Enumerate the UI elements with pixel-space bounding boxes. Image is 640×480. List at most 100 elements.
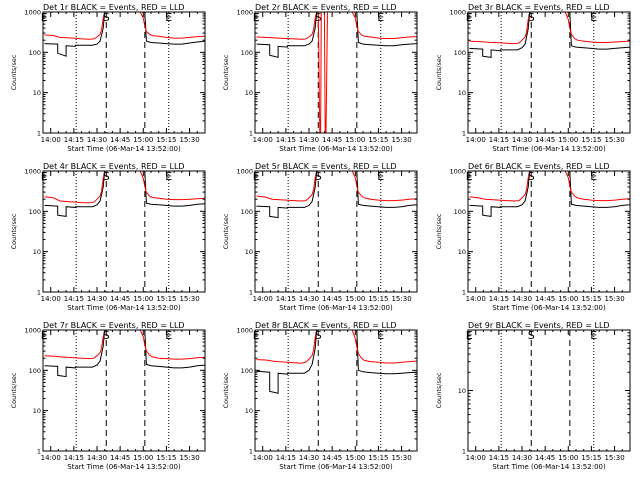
y-tick-label: 100 xyxy=(29,367,41,375)
y-tick-label: 100 xyxy=(29,208,41,216)
event-marker-s: S xyxy=(315,11,322,24)
x-axis-label: Start Time (06-Mar-14 13:52:00) xyxy=(492,463,606,471)
series-events-line xyxy=(469,171,630,217)
event-marker-s: S xyxy=(315,170,322,183)
event-marker-e: E xyxy=(253,11,260,24)
plot-frame xyxy=(467,11,631,134)
x-tick-label: 15:15 xyxy=(368,295,388,303)
series-lld-line xyxy=(44,171,205,204)
x-tick-label: 15:15 xyxy=(581,295,601,303)
y-tick-label: 10 xyxy=(33,89,41,97)
x-tick-label: 14:15 xyxy=(276,136,296,144)
x-tick-label: 15:15 xyxy=(156,295,176,303)
x-tick-label: 15:15 xyxy=(581,136,601,144)
x-tick-label: 14:45 xyxy=(322,454,342,462)
x-tick-label: 14:15 xyxy=(276,295,296,303)
y-tick-label: 10 xyxy=(33,407,41,415)
x-axis-label: Start Time (06-Mar-14 13:52:00) xyxy=(67,145,181,153)
y-axis-label: Counts/sec xyxy=(222,54,230,90)
x-tick-label: 15:15 xyxy=(156,136,176,144)
event-marker-s: S xyxy=(103,11,110,24)
y-tick-label: 100 xyxy=(241,367,253,375)
x-tick-label: 14:30 xyxy=(299,454,319,462)
event-marker-e: E xyxy=(377,170,384,183)
plot-frame xyxy=(42,11,206,134)
x-tick-label: 14:30 xyxy=(512,136,532,144)
x-axis-label: Start Time (06-Mar-14 13:52:00) xyxy=(279,304,393,312)
x-tick-label: 14:45 xyxy=(535,136,555,144)
x-tick-label: 14:30 xyxy=(299,136,319,144)
y-tick-label: 1 xyxy=(249,130,253,138)
x-axis-label: Start Time (06-Mar-14 13:52:00) xyxy=(279,463,393,471)
x-tick-label: 15:00 xyxy=(133,136,153,144)
x-axis-label: Start Time (06-Mar-14 13:52:00) xyxy=(67,463,181,471)
series-lld-line xyxy=(256,12,417,133)
x-tick-label: 14:00 xyxy=(466,454,486,462)
panel-title: Det 3r BLACK = Events, RED = LLD xyxy=(468,3,610,12)
y-tick-label: 10 xyxy=(245,89,253,97)
x-tick-label: 14:45 xyxy=(535,295,555,303)
plot-frame xyxy=(42,329,206,452)
x-tick-label: 14:00 xyxy=(253,454,273,462)
x-tick-label: 14:00 xyxy=(466,136,486,144)
y-tick-label: 1 xyxy=(462,130,466,138)
x-tick-label: 15:30 xyxy=(179,136,199,144)
event-marker-e: E xyxy=(41,170,48,183)
x-tick-label: 14:15 xyxy=(489,136,509,144)
event-marker-e: E xyxy=(466,11,473,24)
y-tick-label: 1 xyxy=(37,289,41,297)
y-tick-label: 1000 xyxy=(24,327,41,335)
event-marker-s: S xyxy=(315,329,322,342)
panel-8: Det 8r BLACK = Events, RED = LLD 14:00 14:… xyxy=(222,321,418,471)
event-marker-e: E xyxy=(253,329,260,342)
x-axis-label: Start Time (06-Mar-14 13:52:00) xyxy=(67,304,181,312)
series-events-line xyxy=(256,171,417,219)
y-tick-label: 10 xyxy=(245,248,253,256)
x-tick-label: 15:15 xyxy=(368,136,388,144)
x-tick-label: 14:45 xyxy=(322,136,342,144)
y-tick-label: 1000 xyxy=(449,168,466,176)
plot-frame xyxy=(254,170,418,293)
y-axis-label: Counts/sec xyxy=(435,213,443,249)
y-tick-label: 100 xyxy=(241,49,253,57)
x-tick-label: 15:15 xyxy=(368,454,388,462)
x-tick-label: 15:00 xyxy=(345,454,365,462)
event-marker-e: E xyxy=(466,170,473,183)
x-axis-label: Start Time (06-Mar-14 13:52:00) xyxy=(279,145,393,153)
panel-title: Det 2r BLACK = Events, RED = LLD xyxy=(255,3,397,12)
x-tick-label: 14:15 xyxy=(489,454,509,462)
y-axis-label: Counts/sec xyxy=(10,372,18,408)
y-tick-label: 1000 xyxy=(24,168,41,176)
x-tick-label: 15:30 xyxy=(391,295,411,303)
y-tick-label: 100 xyxy=(241,208,253,216)
y-tick-label: 10 xyxy=(458,89,466,97)
plot-frame xyxy=(42,170,206,293)
x-tick-label: 15:00 xyxy=(558,136,578,144)
event-marker-e: E xyxy=(165,329,172,342)
plot-frame xyxy=(467,170,631,293)
x-axis-label: Start Time (06-Mar-14 13:52:00) xyxy=(492,304,606,312)
event-marker-s: S xyxy=(103,170,110,183)
y-axis-label: Counts/sec xyxy=(222,372,230,408)
y-tick-label: 1 xyxy=(37,130,41,138)
event-marker-s: S xyxy=(528,11,535,24)
plot-frame xyxy=(254,11,418,134)
event-marker-e: E xyxy=(466,329,473,342)
x-tick-label: 14:30 xyxy=(512,454,532,462)
event-marker-e: E xyxy=(377,11,384,24)
x-tick-label: 14:45 xyxy=(535,454,555,462)
x-tick-label: 15:15 xyxy=(581,454,601,462)
x-tick-label: 15:30 xyxy=(179,454,199,462)
event-marker-e: E xyxy=(165,170,172,183)
x-tick-label: 14:00 xyxy=(253,136,273,144)
x-tick-label: 15:30 xyxy=(604,454,624,462)
y-tick-label: 1 xyxy=(249,448,253,456)
x-tick-label: 14:30 xyxy=(87,295,107,303)
x-tick-label: 14:45 xyxy=(110,454,130,462)
panel-title: Det 8r BLACK = Events, RED = LLD xyxy=(255,321,397,330)
y-axis-label: Counts/sec xyxy=(435,372,443,408)
